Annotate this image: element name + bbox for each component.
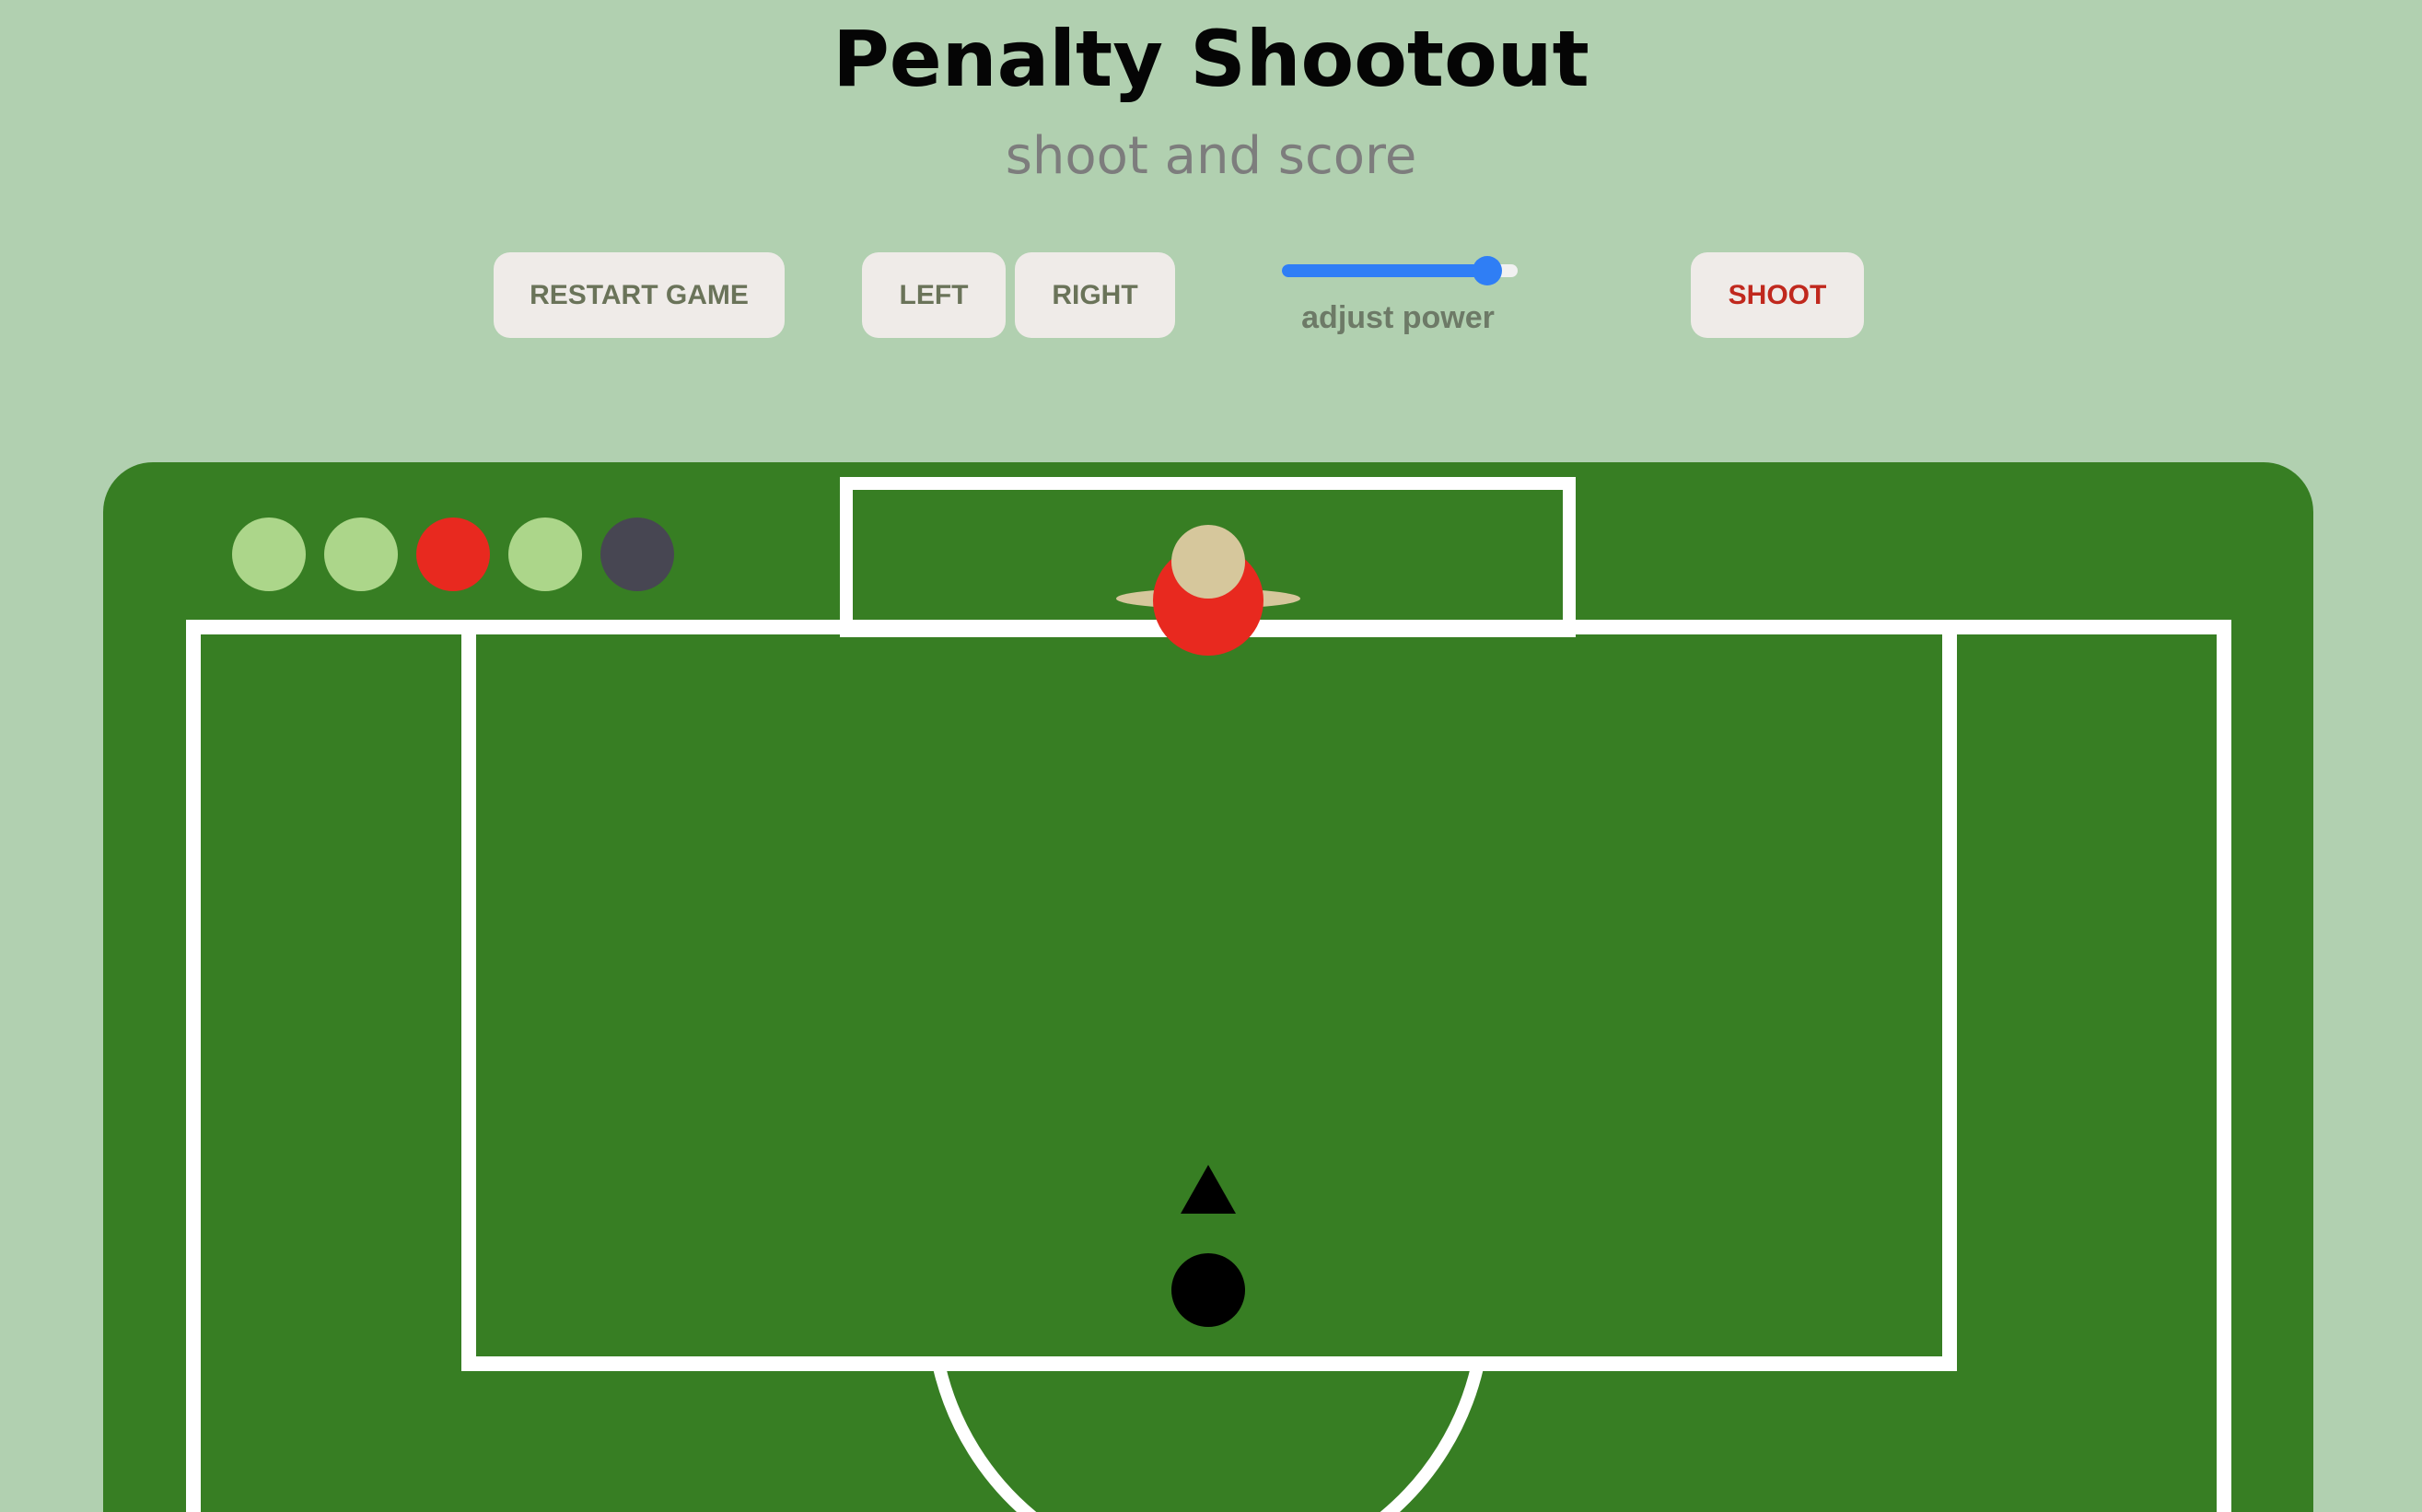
restart-game-button[interactable]: RESTART GAME: [494, 252, 785, 338]
score-dot-goal: [232, 518, 306, 591]
pitch-markings: [186, 477, 2231, 1512]
aim-arrow-icon: [1181, 1165, 1236, 1214]
power-slider[interactable]: [1278, 254, 1518, 287]
power-label: adjust power: [1301, 300, 1495, 335]
penalty-area: [186, 620, 2231, 1512]
aim-left-button[interactable]: LEFT: [862, 252, 1006, 338]
score-dot-goal: [324, 518, 398, 591]
penalty-arc: [933, 1366, 1484, 1512]
score-dot-goal: [508, 518, 582, 591]
power-slider-fill: [1282, 264, 1487, 277]
goalkeeper-head: [1171, 525, 1245, 599]
score-dot-miss: [416, 518, 490, 591]
aim-right-button[interactable]: RIGHT: [1015, 252, 1175, 338]
page-title: Penalty Shootout: [833, 14, 1589, 104]
goal-area: [461, 620, 1957, 1371]
score-dot-pending: [600, 518, 674, 591]
power-slider-thumb[interactable]: [1472, 256, 1502, 285]
page-subtitle: shoot and score: [1005, 126, 1417, 186]
shoot-button[interactable]: SHOOT: [1691, 252, 1864, 338]
pitch: [103, 462, 2313, 1512]
ball: [1171, 1253, 1245, 1327]
